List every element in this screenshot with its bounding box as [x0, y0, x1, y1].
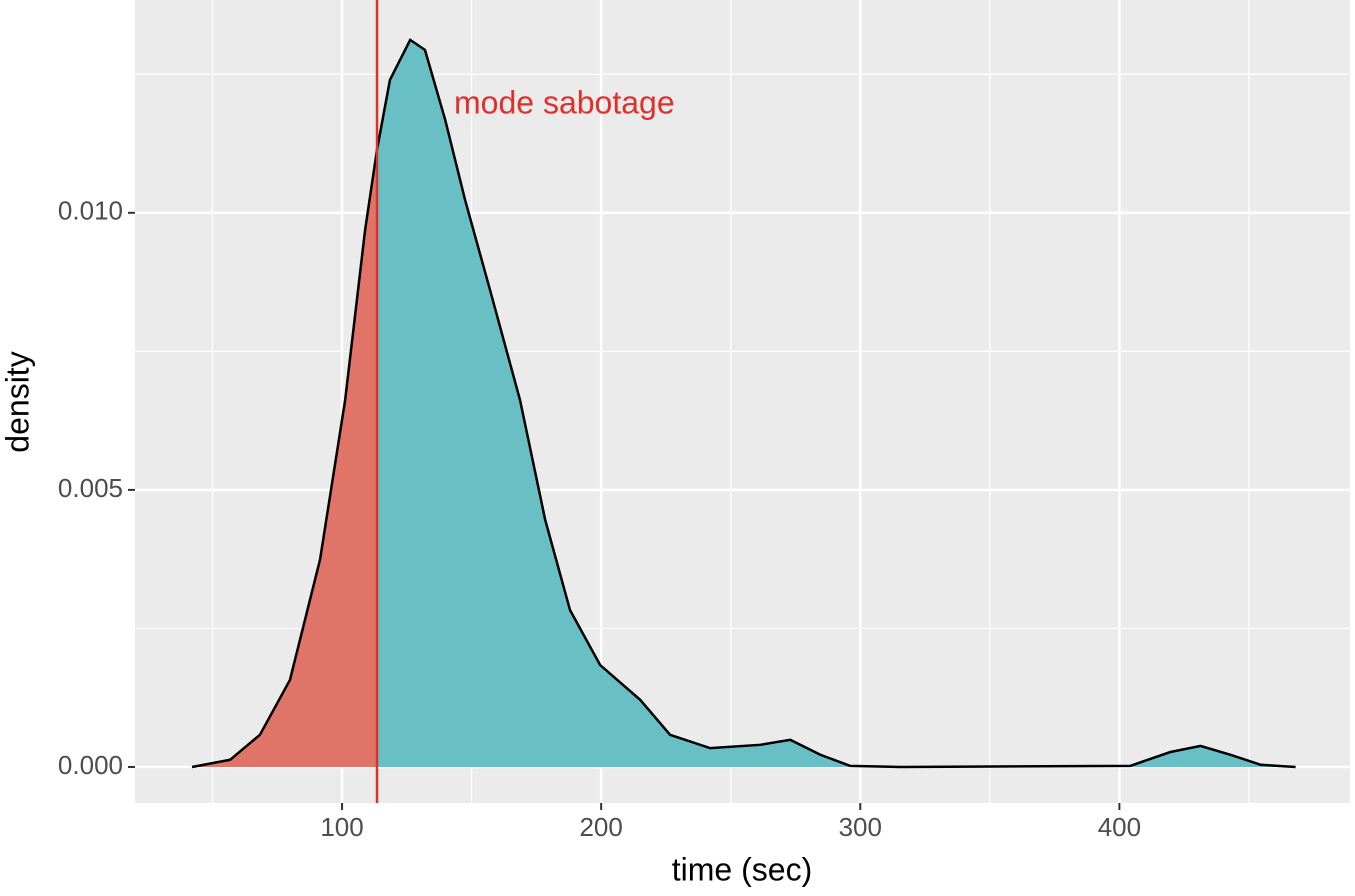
annotation: mode sabotage	[454, 84, 675, 120]
x-tick-label: 100	[320, 812, 363, 842]
y-axis-title: density	[0, 351, 35, 452]
x-tick-label: 200	[579, 812, 622, 842]
y-tick-label: 0.005	[58, 473, 123, 503]
y-tick-label: 0.000	[58, 750, 123, 780]
x-axis-title: time (sec)	[672, 851, 812, 887]
density-area-below	[192, 149, 378, 767]
x-tick-label: 300	[839, 812, 882, 842]
density-line	[191, 38, 1296, 769]
density-area-above	[377, 39, 1296, 767]
x-tick-label: 400	[1098, 812, 1141, 842]
y-tick-label: 0.010	[58, 196, 123, 226]
